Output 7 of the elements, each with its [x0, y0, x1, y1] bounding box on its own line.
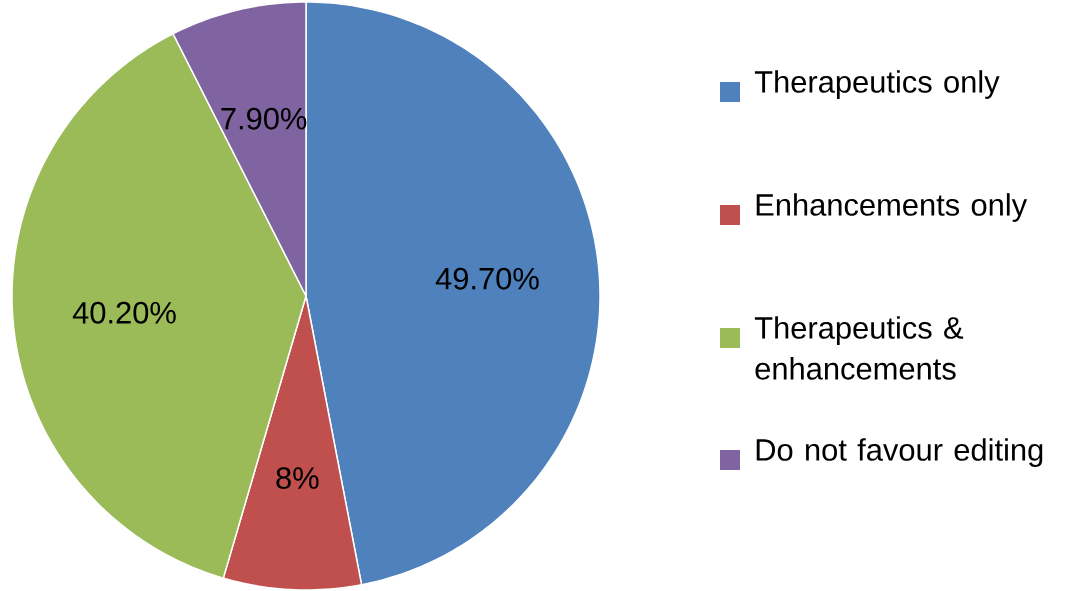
legend-label: Therapeutics & enhancements — [754, 316, 964, 380]
data-label: 40.20% — [72, 301, 176, 324]
data-label: 8% — [276, 467, 319, 489]
legend-label: Therapeutics only — [754, 70, 1000, 99]
data-label: 49.70% — [435, 267, 539, 290]
legend-label: Do not favour editing — [756, 438, 1043, 467]
legend-label: Enhancements only — [756, 193, 1028, 222]
